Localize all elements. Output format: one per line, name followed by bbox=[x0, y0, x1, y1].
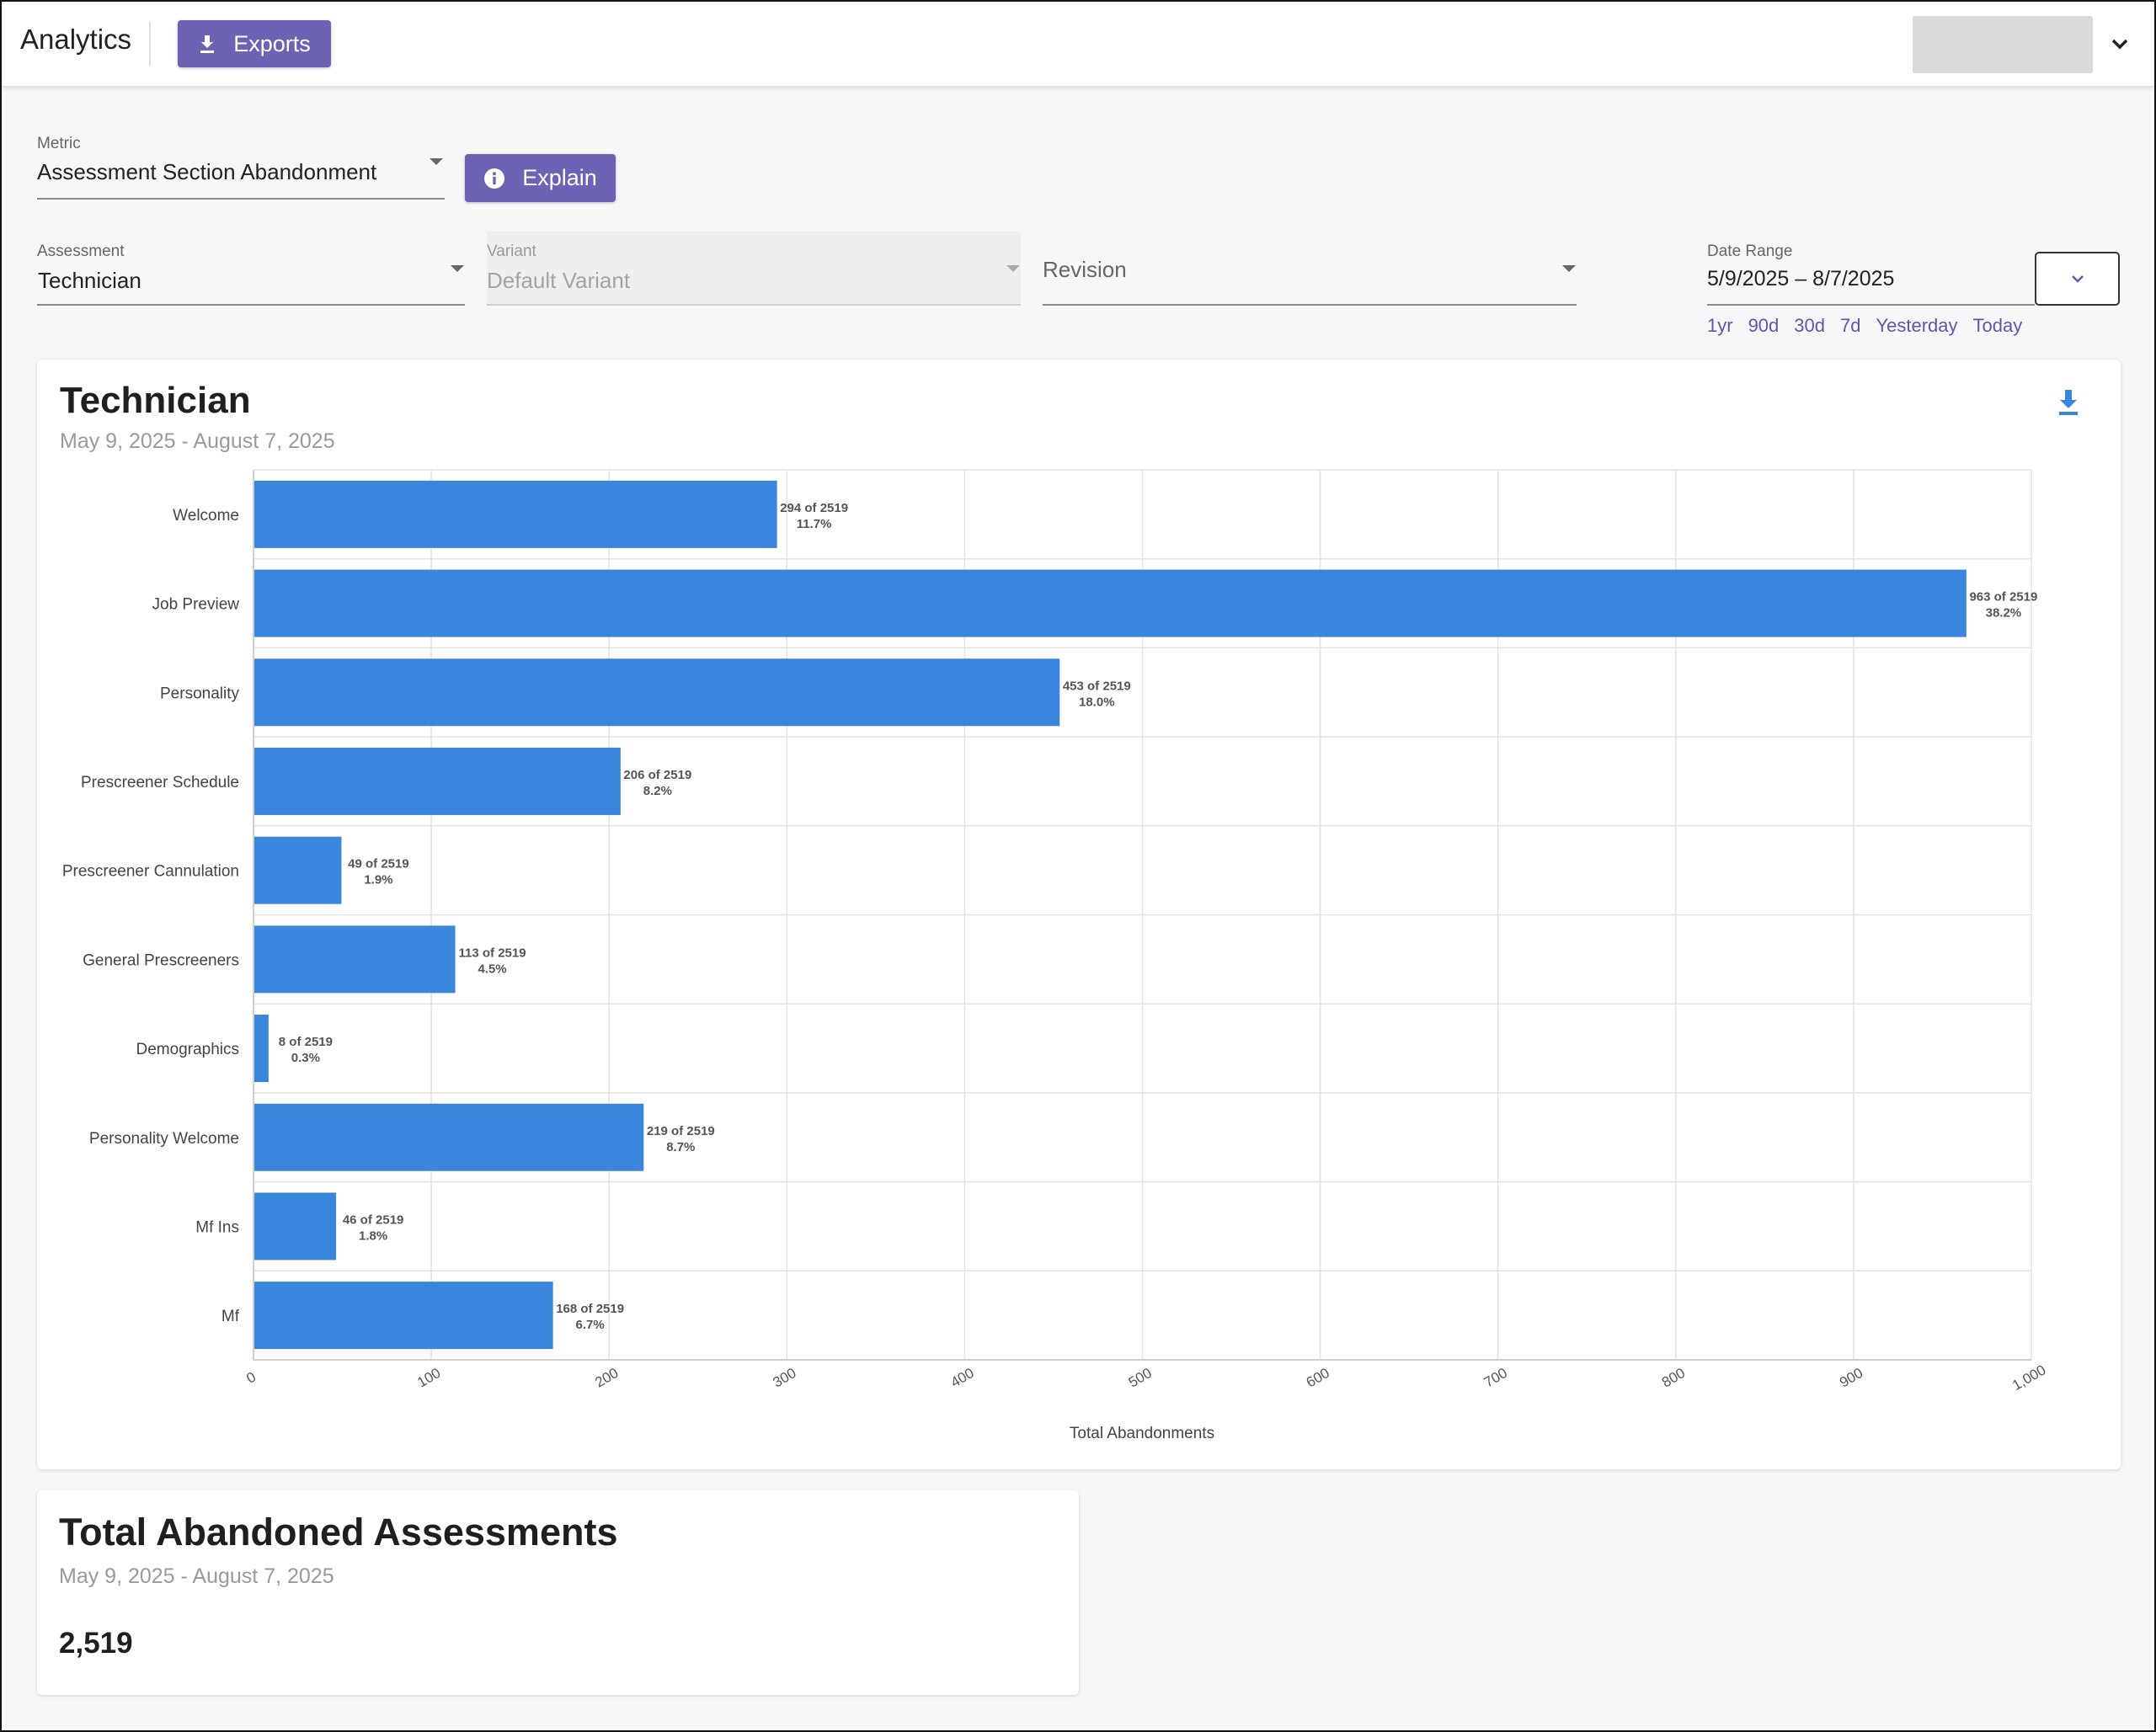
metric-select-underline bbox=[37, 198, 445, 200]
x-tick-label: 300 bbox=[771, 1365, 799, 1391]
quick-range-7d[interactable]: 7d bbox=[1840, 315, 1861, 336]
variant-select-value: Default Variant bbox=[487, 268, 631, 293]
category-label: Mf bbox=[221, 1308, 240, 1325]
quick-range-30d[interactable]: 30d bbox=[1794, 315, 1825, 336]
chart-subtitle: May 9, 2025 - August 7, 2025 bbox=[60, 429, 335, 453]
data-label-count: 46 of 2519 bbox=[343, 1212, 404, 1227]
assessment-caret-icon[interactable] bbox=[451, 265, 464, 272]
abandonment-bar-chart: Welcome 294 of 2519 11.7% Job Preview 963 of… bbox=[62, 469, 2048, 1442]
metric-select-value[interactable]: Assessment Section Abandonment bbox=[37, 159, 377, 184]
category-label: Personality bbox=[160, 685, 239, 702]
assessment-select-value[interactable]: Technician bbox=[38, 268, 141, 293]
app-title: Analytics bbox=[20, 24, 132, 55]
bar bbox=[254, 569, 1967, 637]
x-axis-title: Total Abandonments bbox=[1070, 1425, 1214, 1442]
chart-title: Technician bbox=[60, 380, 251, 421]
revision-caret-icon[interactable] bbox=[1562, 265, 1576, 272]
date-range-picker-button[interactable] bbox=[2035, 252, 2120, 306]
variant-label: Variant bbox=[487, 242, 536, 260]
quick-range-1yr[interactable]: 1yr bbox=[1707, 315, 1733, 336]
data-label-count: 206 of 2519 bbox=[623, 768, 691, 782]
user-account-box[interactable] bbox=[1913, 16, 2093, 73]
info-icon bbox=[484, 168, 505, 189]
exports-button[interactable]: Exports bbox=[178, 20, 331, 67]
bar bbox=[254, 658, 1060, 727]
x-tick-label: 500 bbox=[1126, 1365, 1155, 1391]
download-icon[interactable] bbox=[2057, 388, 2080, 417]
top-app-bar: Analytics Exports bbox=[2, 2, 2154, 87]
total-card-subtitle: May 9, 2025 - August 7, 2025 bbox=[59, 1564, 334, 1588]
assessment-label: Assessment bbox=[37, 242, 125, 260]
category-label: General Prescreeners bbox=[83, 951, 239, 969]
date-range-input[interactable]: 5/9/2025 – 8/7/2025 bbox=[1707, 267, 1895, 290]
data-label-count: 168 of 2519 bbox=[556, 1302, 624, 1316]
data-label-percent: 8.7% bbox=[666, 1140, 695, 1154]
data-label-percent: 4.5% bbox=[478, 962, 506, 976]
variant-caret-icon bbox=[1006, 265, 1020, 272]
quick-range-90d[interactable]: 90d bbox=[1748, 315, 1780, 336]
total-abandoned-card bbox=[37, 1490, 1079, 1695]
date-range-underline bbox=[1707, 304, 2035, 306]
chevron-down-icon[interactable] bbox=[2110, 34, 2130, 54]
metric-caret-icon[interactable] bbox=[430, 158, 443, 165]
explain-button[interactable]: Explain bbox=[465, 154, 616, 202]
quick-range-today[interactable]: Today bbox=[1972, 315, 2023, 336]
explain-label: Explain bbox=[522, 165, 597, 190]
category-label: Personality Welcome bbox=[89, 1130, 239, 1148]
category-label: Mf Ins bbox=[195, 1218, 239, 1236]
data-label-count: 453 of 2519 bbox=[1063, 679, 1131, 693]
data-label-percent: 11.7% bbox=[797, 517, 832, 531]
data-label-percent: 1.9% bbox=[364, 873, 392, 887]
data-label-count: 219 of 2519 bbox=[647, 1124, 715, 1138]
category-label: Prescreener Cannulation bbox=[62, 863, 239, 881]
data-label-count: 113 of 2519 bbox=[459, 946, 526, 960]
divider bbox=[149, 22, 151, 66]
bar bbox=[254, 1192, 337, 1260]
quick-range-yesterday[interactable]: Yesterday bbox=[1876, 315, 1958, 336]
revision-select-underline bbox=[1043, 304, 1577, 306]
data-label-percent: 38.2% bbox=[1986, 606, 2022, 621]
bar bbox=[254, 1015, 269, 1083]
assessment-select-underline bbox=[37, 304, 465, 306]
date-range-label: Date Range bbox=[1707, 242, 1793, 260]
variant-select bbox=[487, 232, 1021, 305]
bar bbox=[254, 836, 342, 904]
download-icon bbox=[200, 35, 215, 53]
data-label-percent: 0.3% bbox=[291, 1051, 320, 1065]
x-tick-label: 1,000 bbox=[2009, 1362, 2048, 1394]
bar bbox=[254, 747, 621, 815]
data-label-count: 8 of 2519 bbox=[279, 1035, 333, 1049]
chevron-down-icon bbox=[2071, 275, 2084, 283]
data-label-count: 963 of 2519 bbox=[1969, 590, 2037, 605]
category-label: Demographics bbox=[136, 1041, 240, 1058]
variant-select-underline bbox=[487, 304, 1021, 306]
total-card-title: Total Abandoned Assessments bbox=[59, 1511, 618, 1553]
data-label-count: 294 of 2519 bbox=[780, 501, 848, 515]
x-tick-label: 100 bbox=[414, 1365, 443, 1391]
data-label-percent: 18.0% bbox=[1079, 695, 1115, 709]
data-label-percent: 8.2% bbox=[643, 784, 672, 798]
category-label: Prescreener Schedule bbox=[81, 774, 239, 791]
bar bbox=[254, 1282, 553, 1350]
x-tick-label: 400 bbox=[948, 1365, 977, 1391]
x-tick-label: 600 bbox=[1304, 1365, 1332, 1391]
exports-label: Exports bbox=[233, 30, 311, 56]
quick-range-links: 1yr 90d 30d 7d Yesterday Today bbox=[1707, 315, 2022, 337]
revision-select-placeholder[interactable]: Revision bbox=[1043, 257, 1127, 282]
category-label: Job Preview bbox=[152, 596, 240, 614]
data-label-count: 49 of 2519 bbox=[348, 857, 409, 871]
x-tick-label: 800 bbox=[1659, 1365, 1688, 1391]
bar bbox=[254, 480, 777, 548]
data-label-percent: 6.7% bbox=[576, 1318, 605, 1332]
bar bbox=[254, 925, 456, 994]
x-tick-label: 700 bbox=[1481, 1365, 1510, 1391]
bar bbox=[254, 1103, 644, 1171]
x-tick-label: 900 bbox=[1837, 1365, 1865, 1391]
total-abandoned-value: 2,519 bbox=[59, 1627, 133, 1660]
x-tick-label: 200 bbox=[592, 1365, 621, 1391]
data-label-percent: 1.8% bbox=[359, 1228, 387, 1243]
metric-label: Metric bbox=[37, 135, 81, 152]
x-tick-label: 0 bbox=[243, 1369, 259, 1387]
category-label: Welcome bbox=[173, 507, 239, 525]
